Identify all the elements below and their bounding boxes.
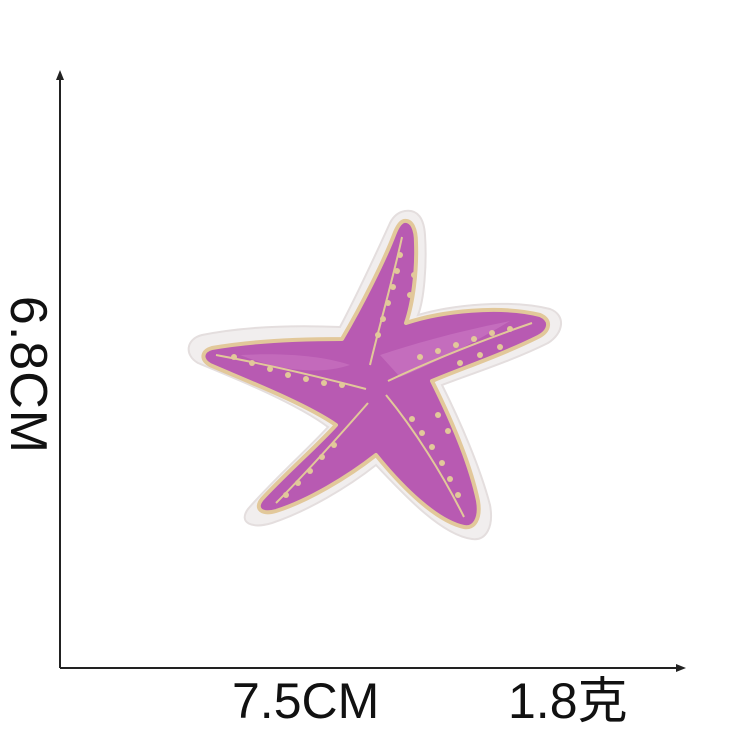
height-label-container: 6.8CM [0,280,57,470]
height-label: 6.8CM [0,295,57,455]
vertical-axis-arrow-icon [56,70,64,80]
patch-highlight [240,354,350,371]
patch-highlight [380,321,510,377]
stitch-line-lower-right-arm [385,394,465,518]
stitch-line-right-arm [387,322,533,382]
weight-label: 1.8克 [508,673,628,729]
stitch-dots [231,252,513,498]
patch-body [201,218,550,530]
horizontal-axis-arrow-icon [676,664,686,672]
width-label: 7.5CM [232,673,380,729]
starfish-patch-icon [187,209,562,541]
stitch-line-top-arm [369,236,403,366]
